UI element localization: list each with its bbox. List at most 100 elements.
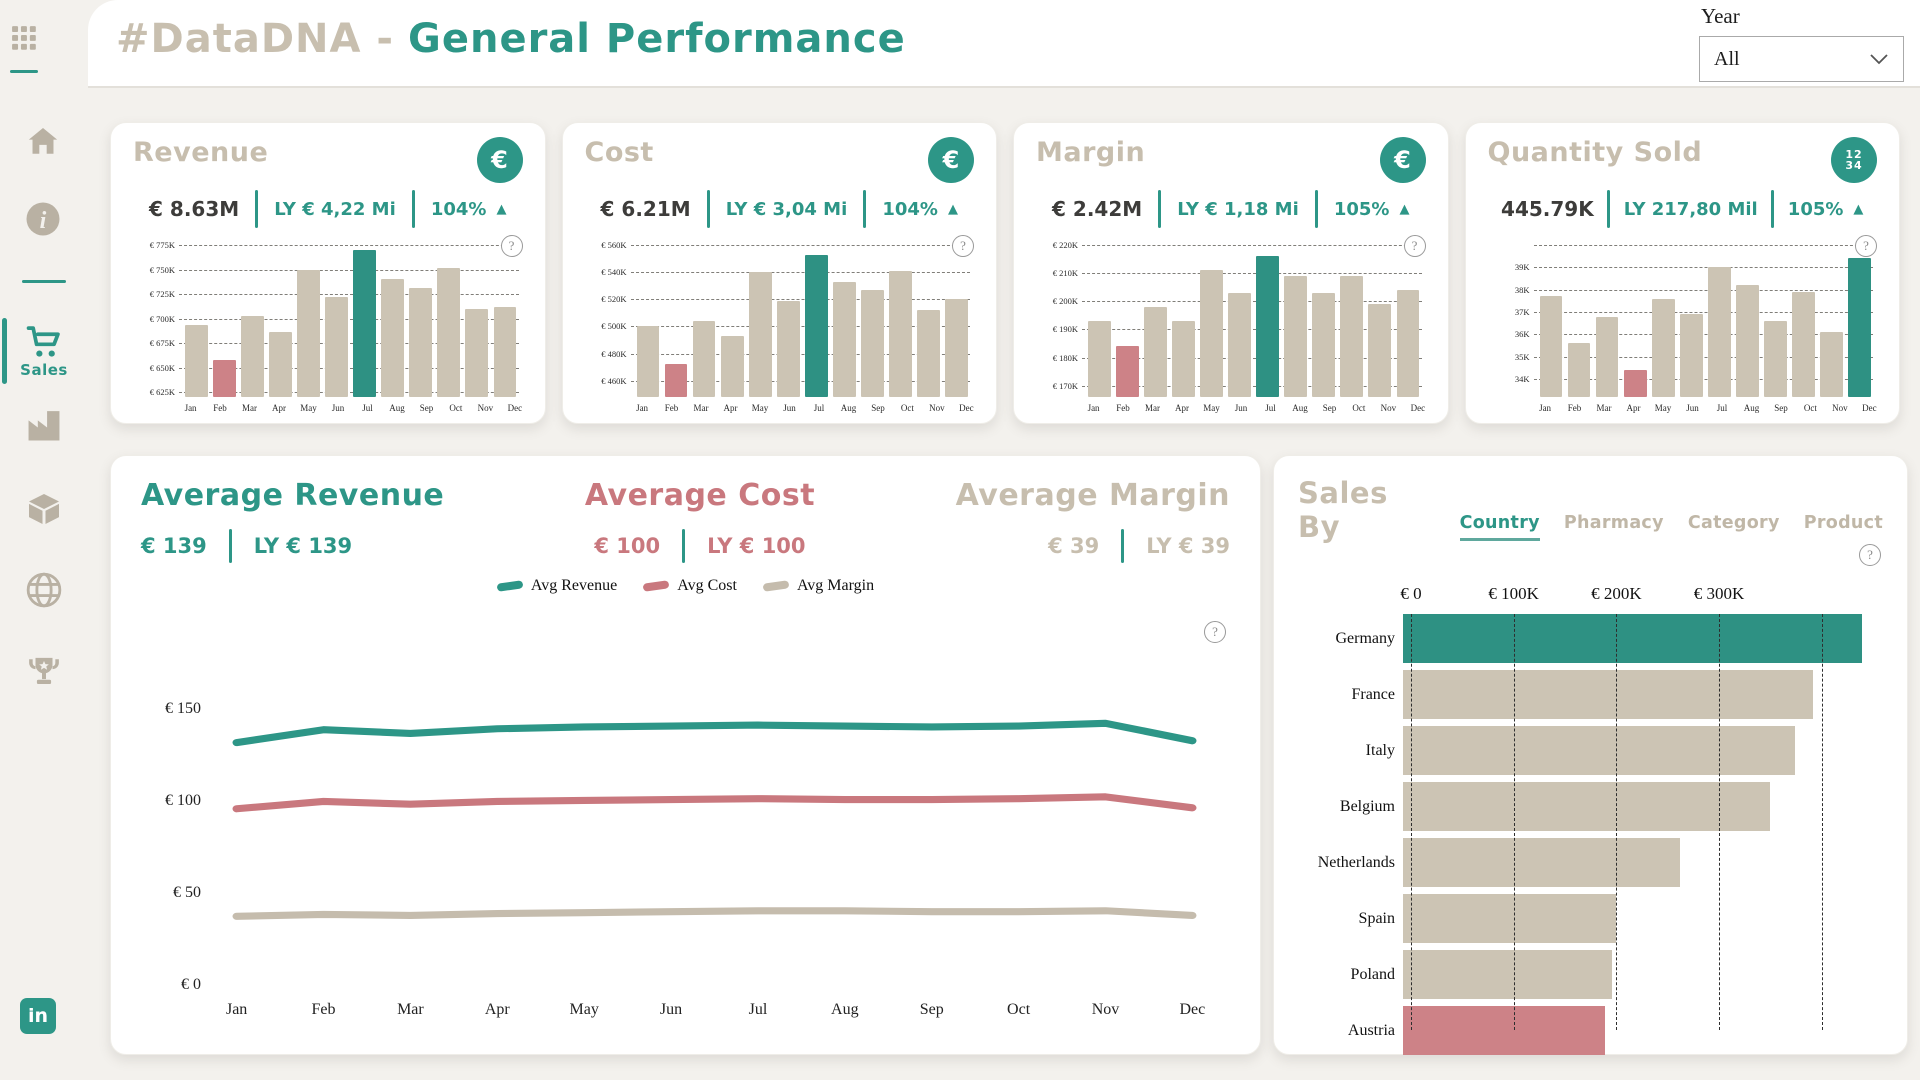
bar-germany[interactable] bbox=[1403, 614, 1862, 663]
sales-row-france: France bbox=[1298, 670, 1883, 719]
average-revenue-group: Average Revenue € 139 LY € 139 bbox=[141, 478, 444, 563]
factory-icon[interactable] bbox=[24, 406, 64, 444]
sales-cart-icon[interactable] bbox=[24, 324, 64, 360]
bar-dec[interactable] bbox=[1848, 258, 1871, 397]
bar-jun[interactable] bbox=[776, 300, 800, 397]
bar-nov[interactable] bbox=[916, 310, 940, 397]
apps-grid-icon[interactable] bbox=[11, 22, 37, 54]
bar-apr[interactable] bbox=[1172, 321, 1195, 397]
month-label: Jul bbox=[748, 1001, 768, 1018]
bar-feb[interactable] bbox=[664, 364, 688, 397]
help-icon[interactable]: ? bbox=[500, 235, 523, 257]
bar-mar[interactable] bbox=[692, 321, 716, 397]
bar-mar[interactable] bbox=[1144, 306, 1167, 397]
y-tick-label: € 480K bbox=[601, 348, 627, 359]
kpi-title: Cost bbox=[584, 137, 654, 168]
country-label: Germany bbox=[1335, 629, 1395, 647]
bar-nov[interactable] bbox=[465, 308, 489, 397]
line-series-avg-margin[interactable] bbox=[232, 907, 1197, 920]
bar-italy[interactable] bbox=[1403, 726, 1795, 775]
bar-belgium[interactable] bbox=[1403, 782, 1770, 831]
bar-oct[interactable] bbox=[437, 267, 461, 397]
tab-product[interactable]: Product bbox=[1803, 513, 1883, 533]
bar-austria[interactable] bbox=[1403, 1006, 1605, 1055]
bar-jul[interactable] bbox=[804, 254, 828, 397]
bar-jul[interactable] bbox=[1707, 267, 1731, 397]
line-series-avg-revenue[interactable] bbox=[232, 719, 1197, 747]
bar-apr[interactable] bbox=[1623, 370, 1647, 397]
gridline bbox=[179, 343, 519, 345]
y-tick-label: € 220K bbox=[1052, 240, 1078, 250]
package-icon[interactable] bbox=[24, 490, 64, 528]
numbers-icon-line: 12 bbox=[1845, 148, 1863, 161]
sidebar-item-sales-label[interactable]: Sales bbox=[20, 361, 68, 379]
bar-netherlands[interactable] bbox=[1403, 838, 1680, 887]
bar-jan[interactable] bbox=[185, 325, 208, 397]
tab-country[interactable]: Country bbox=[1459, 513, 1540, 541]
globe-icon[interactable] bbox=[24, 570, 64, 610]
bar-aug[interactable] bbox=[1735, 285, 1759, 397]
linkedin-icon[interactable]: in bbox=[20, 998, 56, 1034]
bar-jun[interactable] bbox=[1679, 314, 1703, 397]
bar-sep[interactable] bbox=[1763, 321, 1787, 397]
bar-sep[interactable] bbox=[409, 288, 433, 397]
bar-mar[interactable] bbox=[1595, 316, 1619, 397]
bar-feb[interactable] bbox=[213, 359, 236, 397]
euro-icon: € bbox=[928, 137, 974, 183]
line-series-avg-cost[interactable] bbox=[232, 793, 1197, 813]
bar-jan[interactable] bbox=[636, 326, 660, 397]
bar-jun[interactable] bbox=[1228, 292, 1252, 397]
trophy-icon[interactable] bbox=[26, 652, 62, 692]
bar-may[interactable] bbox=[748, 272, 772, 397]
bar-sep[interactable] bbox=[860, 289, 884, 397]
bar-poland[interactable] bbox=[1403, 950, 1612, 999]
info-icon[interactable]: i bbox=[24, 200, 62, 238]
help-icon[interactable]: ? bbox=[1403, 235, 1426, 257]
bar-aug[interactable] bbox=[381, 279, 405, 397]
month-label: Feb bbox=[213, 403, 227, 413]
help-icon[interactable]: ? bbox=[1204, 621, 1226, 643]
bar-apr[interactable] bbox=[720, 335, 744, 397]
bar-france[interactable] bbox=[1403, 670, 1814, 719]
country-label: Netherlands bbox=[1317, 853, 1395, 871]
help-icon[interactable]: ? bbox=[1859, 544, 1881, 566]
y-tick-label: € 625K bbox=[149, 387, 175, 398]
bar-oct[interactable] bbox=[1340, 275, 1364, 397]
bar-jul[interactable] bbox=[353, 249, 377, 397]
bar-nov[interactable] bbox=[1819, 332, 1843, 397]
bar-oct[interactable] bbox=[1791, 291, 1815, 397]
bar-feb[interactable] bbox=[1116, 346, 1139, 397]
bar-may[interactable] bbox=[297, 269, 321, 397]
bar-aug[interactable] bbox=[832, 281, 856, 397]
help-icon[interactable]: ? bbox=[1855, 235, 1877, 257]
bar-aug[interactable] bbox=[1284, 275, 1308, 397]
tab-category[interactable]: Category bbox=[1687, 513, 1780, 533]
up-triangle-icon: ▲ bbox=[947, 201, 958, 217]
bar-oct[interactable] bbox=[888, 270, 912, 397]
bar-jan[interactable] bbox=[1539, 296, 1563, 397]
bar-dec[interactable] bbox=[1396, 290, 1420, 397]
month-label: Dec bbox=[1410, 403, 1426, 413]
month-label: Feb bbox=[1116, 403, 1130, 413]
month-label: Jan bbox=[225, 1001, 248, 1018]
bar-apr[interactable] bbox=[269, 332, 292, 397]
bar-sep[interactable] bbox=[1312, 292, 1336, 397]
year-dropdown[interactable]: All bbox=[1699, 36, 1904, 82]
bar-spain[interactable] bbox=[1403, 894, 1617, 943]
bar-may[interactable] bbox=[1651, 298, 1675, 397]
bar-dec[interactable] bbox=[945, 299, 968, 397]
bar-jun[interactable] bbox=[325, 296, 349, 397]
kpi-separator bbox=[1771, 190, 1775, 228]
bar-nov[interactable] bbox=[1368, 304, 1392, 397]
help-icon[interactable]: ? bbox=[952, 235, 974, 257]
bar-feb[interactable] bbox=[1567, 343, 1591, 397]
y-tick-label: € 675K bbox=[149, 338, 175, 349]
bar-dec[interactable] bbox=[493, 306, 517, 397]
home-icon[interactable] bbox=[24, 122, 62, 160]
bar-mar[interactable] bbox=[241, 315, 264, 397]
tab-pharmacy[interactable]: Pharmacy bbox=[1563, 513, 1664, 533]
bar-may[interactable] bbox=[1200, 270, 1224, 397]
bar-jul[interactable] bbox=[1256, 256, 1280, 397]
bar-jan[interactable] bbox=[1088, 321, 1111, 397]
sales-by-panel: Sales By Country Pharmacy Category Product … bbox=[1273, 455, 1908, 1055]
